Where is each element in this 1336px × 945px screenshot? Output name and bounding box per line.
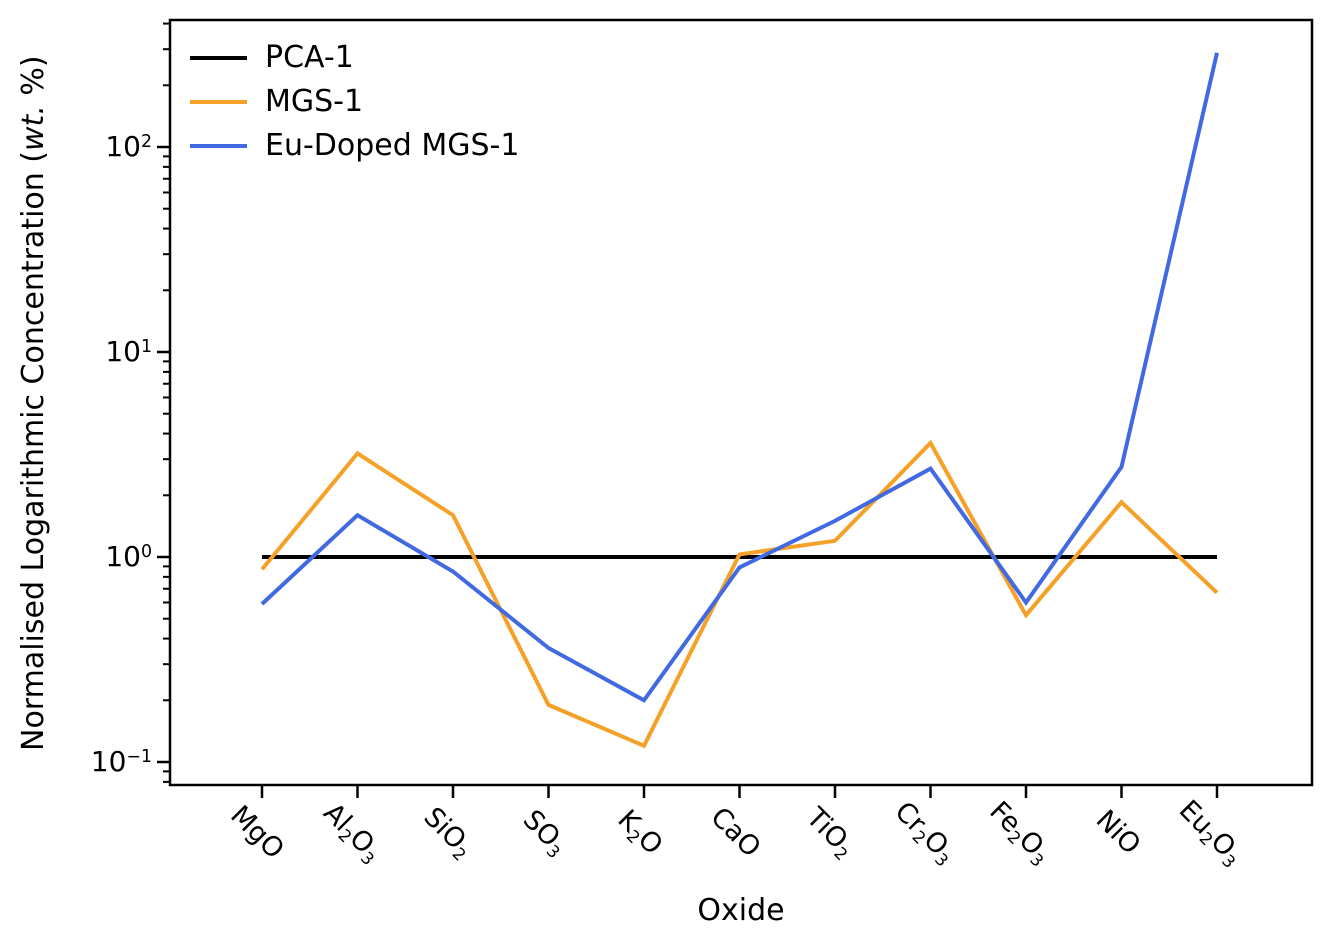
legend-item-eu-doped-mgs-1: Eu-Doped MGS-1 [190,128,519,163]
series-line-eu-doped-mgs-1 [260,52,1219,703]
legend-line-swatch [190,55,247,60]
legend-item-pca-1: PCA-1 [190,40,519,75]
x-tick-label: Fe2O3 [983,795,1050,871]
y-axis-title-text-end: %) [16,54,51,105]
legend-label: PCA-1 [265,40,354,75]
y-axis-title-italic: wt. [16,104,51,151]
x-tick-label: K2O [611,803,669,862]
y-tick-label: 10−1 [90,745,152,778]
y-tick-label: 100 [105,540,152,573]
x-tick-label: Al2O3 [316,797,380,869]
y-axis-title-text: Normalised Logarithmic Concentration ( [16,150,51,751]
x-tick-label: MgO [224,799,290,866]
y-tick-label: 101 [105,335,152,368]
axes-frame [168,18,1314,787]
legend: PCA-1 MGS-1 Eu-Doped MGS-1 [190,40,519,163]
legend-label: MGS-1 [265,84,364,119]
x-tick-label: TiO2 [800,802,854,865]
legend-label: Eu-Doped MGS-1 [265,128,520,163]
legend-line-swatch [190,143,247,148]
x-tick-label: Cr2O3 [888,795,954,871]
x-tick-label: SO3 [516,804,566,862]
y-axis-tick-labels: 10−1 100 101 102 [0,0,152,945]
y-tick-label: 102 [105,130,152,163]
legend-item-mgs-1: MGS-1 [190,84,519,119]
y-axis-title: Normalised Logarithmic Concentration (wt… [16,55,51,751]
legend-line-swatch [190,99,247,104]
x-tick-label: CaO [703,801,766,864]
x-tick-label: Eu2O3 [1172,794,1242,872]
x-tick-label: SiO2 [417,801,472,865]
x-tick-label: NiO [1089,804,1146,861]
series-line-mgs-1 [260,439,1219,749]
x-axis-title: Oxide [697,893,785,928]
